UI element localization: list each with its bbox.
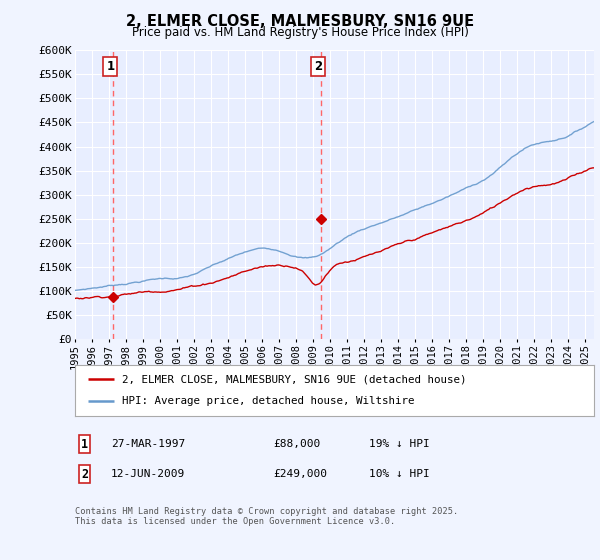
Text: Contains HM Land Registry data © Crown copyright and database right 2025.
This d: Contains HM Land Registry data © Crown c… xyxy=(75,507,458,526)
Text: 12-JUN-2009: 12-JUN-2009 xyxy=(111,469,185,479)
Text: 10% ↓ HPI: 10% ↓ HPI xyxy=(369,469,430,479)
Text: 1: 1 xyxy=(106,60,115,73)
Text: 19% ↓ HPI: 19% ↓ HPI xyxy=(369,439,430,449)
Text: 2, ELMER CLOSE, MALMESBURY, SN16 9UE (detached house): 2, ELMER CLOSE, MALMESBURY, SN16 9UE (de… xyxy=(122,374,466,384)
Text: 2, ELMER CLOSE, MALMESBURY, SN16 9UE: 2, ELMER CLOSE, MALMESBURY, SN16 9UE xyxy=(126,14,474,29)
Text: 1: 1 xyxy=(81,437,88,451)
Text: 2: 2 xyxy=(314,60,322,73)
Text: 27-MAR-1997: 27-MAR-1997 xyxy=(111,439,185,449)
Text: £249,000: £249,000 xyxy=(273,469,327,479)
Text: £88,000: £88,000 xyxy=(273,439,320,449)
Text: HPI: Average price, detached house, Wiltshire: HPI: Average price, detached house, Wilt… xyxy=(122,396,414,407)
Text: 2: 2 xyxy=(81,468,88,481)
Text: Price paid vs. HM Land Registry's House Price Index (HPI): Price paid vs. HM Land Registry's House … xyxy=(131,26,469,39)
